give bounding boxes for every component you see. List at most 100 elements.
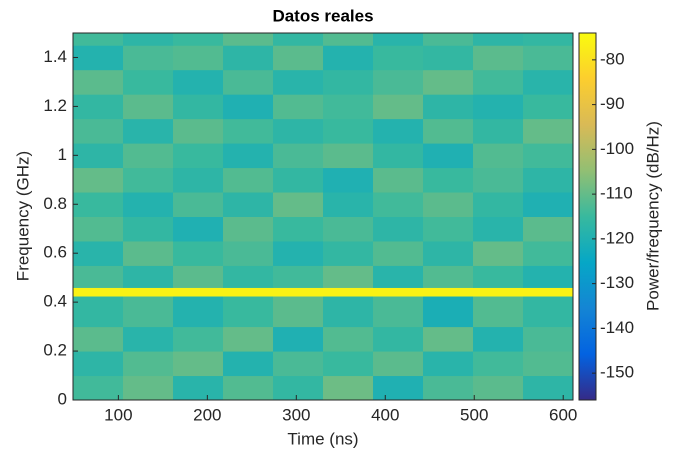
heat-cell [373,192,424,217]
y-axis-label: Frequency (GHz) [13,151,32,281]
heat-cell [423,94,474,120]
heat-cell [73,351,124,377]
heat-cell [223,351,274,377]
heat-cell [523,118,574,144]
colorbar-tick-label: -110 [600,184,633,203]
heat-cell [373,287,424,297]
heat-cell [473,287,524,297]
heat-cell [523,326,574,352]
heat-cell [73,192,124,217]
heat-cell [123,167,174,193]
heat-cell [523,351,574,377]
heat-cell [73,296,124,328]
heat-cell [523,143,574,169]
heat-cell [423,287,474,297]
colorbar-tick-label: -150 [600,363,634,382]
heat-cell [323,351,374,377]
heat-cell [223,265,274,288]
heat-cell [223,326,274,352]
colorbar-tick-label: -80 [600,49,625,68]
x-tick-label: 600 [549,405,577,424]
heat-cell [473,265,524,288]
heat-cell [423,167,474,193]
heat-cell [123,265,174,288]
heat-cell [123,69,174,95]
heat-cell [273,45,324,71]
x-tick-label: 500 [460,405,488,424]
heat-cell [173,375,224,401]
colorbar-tick-label: -140 [600,318,634,337]
heat-cell [473,375,524,401]
heat-cell [73,287,124,297]
heat-cell [173,143,224,169]
heat-cell [123,33,174,46]
heat-cell [173,118,224,144]
heat-cell [173,296,224,328]
heat-cell [423,296,474,328]
heat-cell [223,287,274,297]
heat-cell [323,167,374,193]
heat-cell [123,216,174,242]
heat-cell [223,296,274,328]
heat-cell [123,118,174,144]
heat-cell [423,192,474,217]
heat-cell [273,375,324,401]
heat-cell [373,69,424,95]
heat-cell [373,167,424,193]
heat-cell [273,326,324,352]
heat-cell [523,296,574,328]
heat-cell [223,216,274,242]
heat-cell [323,143,374,169]
heat-cell [373,118,424,144]
y-tick-label: 1.2 [43,96,67,115]
heat-cell [173,287,224,297]
heat-cell [423,240,474,266]
heat-cell [273,287,324,297]
heat-cell [123,287,174,297]
heat-cell [323,265,374,288]
heat-cell [273,69,324,95]
heat-cell [473,351,524,377]
heat-cell [73,216,124,242]
heat-cell [373,216,424,242]
heat-cell [423,69,474,95]
colorbar-tick-label: -100 [600,139,634,158]
heat-cell [523,167,574,193]
heat-cell [173,265,224,288]
heat-cell [173,33,224,46]
heat-cell [423,45,474,71]
heat-cell [223,143,274,169]
heat-cell [223,192,274,217]
heat-cell [223,94,274,120]
heat-cell [173,351,224,377]
heat-cell [173,216,224,242]
heat-cell [323,216,374,242]
heat-cell [473,192,524,217]
heat-cell [73,167,124,193]
heat-cell [273,192,324,217]
heat-cell [323,33,374,46]
heat-cell [373,265,424,288]
y-tick-label: 0.8 [43,194,67,213]
heat-cell [73,265,124,288]
heat-cell [173,94,224,120]
heat-cell [373,33,424,46]
y-tick-label: 0.4 [43,292,67,311]
heat-cell [373,45,424,71]
heat-cell [173,167,224,193]
heat-cell [173,69,224,95]
heat-cell [323,375,374,401]
heat-cell [523,375,574,401]
heat-cell [273,351,324,377]
heat-cell [323,118,374,144]
heat-cell [273,296,324,328]
heat-cell [523,33,574,46]
heat-cell [373,240,424,266]
heat-cell [523,265,574,288]
heat-cell [523,216,574,242]
x-tick-label: 100 [104,405,132,424]
heat-cell [473,216,524,242]
heat-cell [73,33,124,46]
heat-cell [273,118,324,144]
